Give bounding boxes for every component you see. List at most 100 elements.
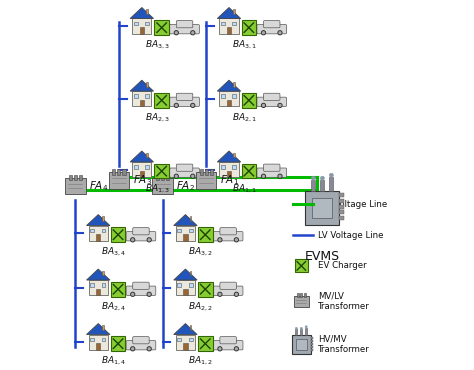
- FancyBboxPatch shape: [96, 289, 100, 295]
- Polygon shape: [87, 269, 110, 280]
- FancyBboxPatch shape: [339, 194, 344, 197]
- FancyBboxPatch shape: [264, 93, 280, 100]
- Circle shape: [263, 104, 264, 106]
- Circle shape: [279, 32, 281, 34]
- Circle shape: [175, 175, 177, 177]
- FancyBboxPatch shape: [146, 82, 147, 87]
- Circle shape: [329, 173, 333, 177]
- Circle shape: [148, 239, 150, 241]
- FancyBboxPatch shape: [242, 20, 256, 35]
- Polygon shape: [130, 7, 154, 18]
- FancyBboxPatch shape: [311, 180, 315, 191]
- FancyBboxPatch shape: [146, 153, 147, 157]
- FancyBboxPatch shape: [190, 271, 191, 276]
- Circle shape: [278, 174, 282, 178]
- FancyBboxPatch shape: [133, 337, 149, 344]
- FancyBboxPatch shape: [118, 169, 120, 175]
- FancyBboxPatch shape: [264, 164, 280, 171]
- Text: MV/LV
Transformer: MV/LV Transformer: [318, 292, 370, 311]
- Polygon shape: [87, 323, 110, 334]
- FancyBboxPatch shape: [220, 228, 237, 235]
- FancyBboxPatch shape: [198, 336, 212, 351]
- FancyBboxPatch shape: [145, 165, 149, 169]
- Polygon shape: [217, 80, 241, 91]
- FancyBboxPatch shape: [227, 171, 231, 177]
- FancyBboxPatch shape: [300, 293, 302, 297]
- Circle shape: [219, 348, 221, 350]
- FancyBboxPatch shape: [220, 337, 237, 344]
- FancyBboxPatch shape: [126, 232, 156, 241]
- FancyBboxPatch shape: [111, 282, 126, 296]
- FancyBboxPatch shape: [257, 168, 287, 177]
- Text: $BA_{1,1}$: $BA_{1,1}$: [232, 182, 257, 195]
- Circle shape: [148, 348, 150, 350]
- Circle shape: [235, 238, 238, 242]
- FancyBboxPatch shape: [74, 175, 77, 180]
- Text: $BA_{2,1}$: $BA_{2,1}$: [232, 112, 257, 124]
- Text: $BA_{1,2}$: $BA_{1,2}$: [188, 355, 213, 367]
- FancyBboxPatch shape: [101, 283, 106, 287]
- Circle shape: [295, 327, 298, 330]
- Circle shape: [132, 239, 134, 241]
- Text: $BA_{3,4}$: $BA_{3,4}$: [101, 246, 126, 258]
- Circle shape: [147, 238, 151, 242]
- FancyBboxPatch shape: [233, 82, 235, 87]
- FancyBboxPatch shape: [232, 165, 236, 169]
- FancyBboxPatch shape: [257, 97, 287, 107]
- Circle shape: [191, 104, 195, 107]
- Text: $BA_{1,4}$: $BA_{1,4}$: [101, 355, 126, 367]
- FancyBboxPatch shape: [227, 100, 231, 107]
- FancyBboxPatch shape: [90, 337, 94, 342]
- Circle shape: [235, 292, 238, 296]
- FancyBboxPatch shape: [190, 216, 191, 221]
- Circle shape: [131, 347, 135, 351]
- Text: EV Charger: EV Charger: [318, 261, 366, 270]
- FancyBboxPatch shape: [145, 21, 149, 26]
- FancyBboxPatch shape: [170, 97, 200, 107]
- FancyBboxPatch shape: [89, 334, 108, 350]
- Circle shape: [278, 31, 282, 35]
- FancyBboxPatch shape: [221, 21, 225, 26]
- Circle shape: [147, 347, 151, 351]
- Text: $BA_{2,3}$: $BA_{2,3}$: [145, 112, 170, 124]
- Circle shape: [279, 175, 281, 177]
- FancyBboxPatch shape: [122, 169, 126, 175]
- FancyBboxPatch shape: [233, 9, 235, 14]
- FancyBboxPatch shape: [102, 325, 104, 330]
- FancyBboxPatch shape: [79, 175, 82, 180]
- FancyBboxPatch shape: [176, 334, 195, 350]
- Circle shape: [218, 292, 222, 296]
- Text: $BA_{3,2}$: $BA_{3,2}$: [188, 246, 213, 258]
- Circle shape: [218, 347, 222, 351]
- Text: $FA_{1}$: $FA_{1}$: [220, 174, 239, 188]
- Circle shape: [300, 327, 302, 330]
- FancyBboxPatch shape: [109, 172, 129, 189]
- FancyBboxPatch shape: [205, 169, 208, 175]
- FancyBboxPatch shape: [183, 289, 188, 295]
- FancyBboxPatch shape: [339, 205, 344, 209]
- FancyBboxPatch shape: [132, 18, 151, 34]
- FancyBboxPatch shape: [296, 339, 307, 350]
- FancyBboxPatch shape: [189, 337, 192, 342]
- Polygon shape: [217, 7, 241, 18]
- Circle shape: [262, 104, 265, 107]
- Polygon shape: [173, 323, 197, 334]
- Text: $FA_{3}$: $FA_{3}$: [133, 174, 152, 188]
- FancyBboxPatch shape: [146, 9, 147, 14]
- FancyBboxPatch shape: [213, 340, 243, 350]
- FancyBboxPatch shape: [90, 229, 94, 232]
- FancyBboxPatch shape: [221, 165, 225, 169]
- FancyBboxPatch shape: [89, 226, 108, 241]
- FancyBboxPatch shape: [264, 21, 280, 28]
- Circle shape: [174, 31, 178, 35]
- Text: $BA_{1,3}$: $BA_{1,3}$: [145, 182, 170, 195]
- Text: HV/MV
Transformer: HV/MV Transformer: [318, 335, 370, 354]
- Circle shape: [192, 104, 194, 106]
- FancyBboxPatch shape: [198, 228, 212, 242]
- FancyBboxPatch shape: [339, 199, 344, 203]
- FancyBboxPatch shape: [111, 336, 126, 351]
- FancyBboxPatch shape: [196, 172, 216, 189]
- FancyBboxPatch shape: [101, 337, 106, 342]
- FancyBboxPatch shape: [220, 282, 237, 289]
- FancyBboxPatch shape: [155, 164, 169, 178]
